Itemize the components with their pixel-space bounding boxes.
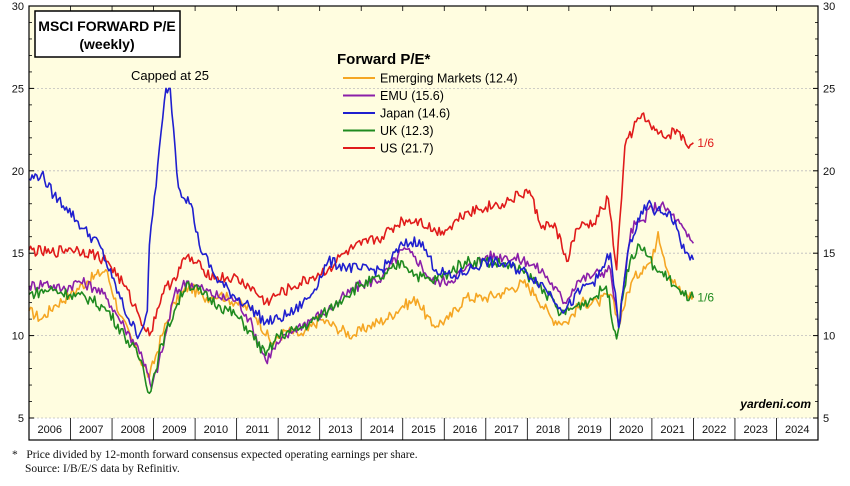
x-tick-label: 2023 — [743, 424, 767, 436]
end-date-label: 1/6 — [697, 291, 714, 305]
plot-frame — [28, 5, 819, 441]
x-tick-label: 2010 — [204, 424, 228, 436]
y-tick-label-left: 5 — [18, 413, 24, 425]
footnote-source: Source: I/B/E/S data by Refinitiv. — [25, 463, 180, 475]
y-tick-label-left: 30 — [12, 1, 24, 13]
legend-label: US (21.7) — [380, 142, 434, 156]
chart-title: MSCI FORWARD P/E — [38, 18, 175, 34]
x-tick-label: 2006 — [38, 424, 62, 436]
x-tick-label: 2011 — [246, 424, 270, 436]
x-tick-label: 2008 — [121, 424, 145, 436]
legend-title: Forward P/E* — [337, 51, 431, 68]
y-tick-label-right: 5 — [823, 413, 829, 425]
y-tick-label-right: 20 — [823, 166, 835, 178]
x-tick-label: 2016 — [453, 424, 477, 436]
series-line-uk — [28, 243, 695, 395]
footnote-text: Price divided by 12-month forward consen… — [26, 449, 418, 461]
annotation-capped: Capped at 25 — [131, 68, 209, 83]
x-tick-label: 2020 — [619, 424, 643, 436]
x-tick-label: 2019 — [577, 424, 601, 436]
x-tick-label: 2014 — [370, 424, 394, 436]
plot-area — [29, 6, 818, 418]
footnote-line-1: * Price divided by 12-month forward cons… — [12, 449, 418, 461]
x-tick-label: 2009 — [162, 424, 186, 436]
y-tick-label-right: 25 — [823, 83, 835, 95]
legend-label: Emerging Markets (12.4) — [380, 72, 518, 86]
x-tick-label: 2015 — [411, 424, 435, 436]
y-tick-label-right: 30 — [823, 1, 835, 13]
series-line-us — [28, 112, 694, 337]
x-tick-label: 2012 — [287, 424, 311, 436]
x-tick-label: 2022 — [702, 424, 726, 436]
chart-subtitle: (weekly) — [79, 36, 134, 52]
x-tick-label: 2007 — [79, 424, 103, 436]
y-tick-label-right: 10 — [823, 331, 835, 343]
y-tick-label-left: 10 — [12, 331, 24, 343]
x-tick-label: 2017 — [494, 424, 518, 436]
legend-label: Japan (14.6) — [380, 107, 450, 121]
footnote-marker: * — [12, 449, 18, 461]
x-tick-label: 2021 — [660, 424, 684, 436]
y-tick-label-left: 20 — [12, 166, 24, 178]
x-tick-label: 2013 — [328, 424, 352, 436]
y-tick-label-left: 25 — [12, 83, 24, 95]
x-tick-label: 2018 — [536, 424, 560, 436]
legend-label: UK (12.3) — [380, 124, 434, 138]
watermark: yardeni.com — [739, 397, 811, 411]
x-tick-label: 2024 — [785, 424, 809, 436]
series-line-japan — [28, 87, 695, 340]
legend-label: EMU (15.6) — [380, 89, 444, 103]
end-date-label: 1/6 — [697, 136, 714, 150]
y-tick-label-left: 15 — [12, 248, 24, 260]
y-tick-label-right: 15 — [823, 248, 835, 260]
title-box — [34, 10, 181, 58]
